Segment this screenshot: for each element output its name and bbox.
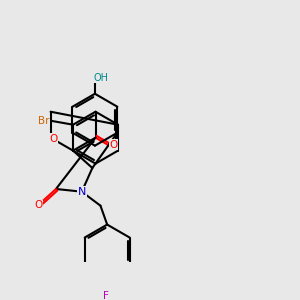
Text: F: F <box>103 291 109 300</box>
Text: O: O <box>110 140 118 150</box>
Text: O: O <box>34 200 43 210</box>
Text: Br: Br <box>38 116 50 126</box>
Text: N: N <box>78 187 86 197</box>
Text: O: O <box>50 134 58 144</box>
Text: OH: OH <box>93 73 108 83</box>
